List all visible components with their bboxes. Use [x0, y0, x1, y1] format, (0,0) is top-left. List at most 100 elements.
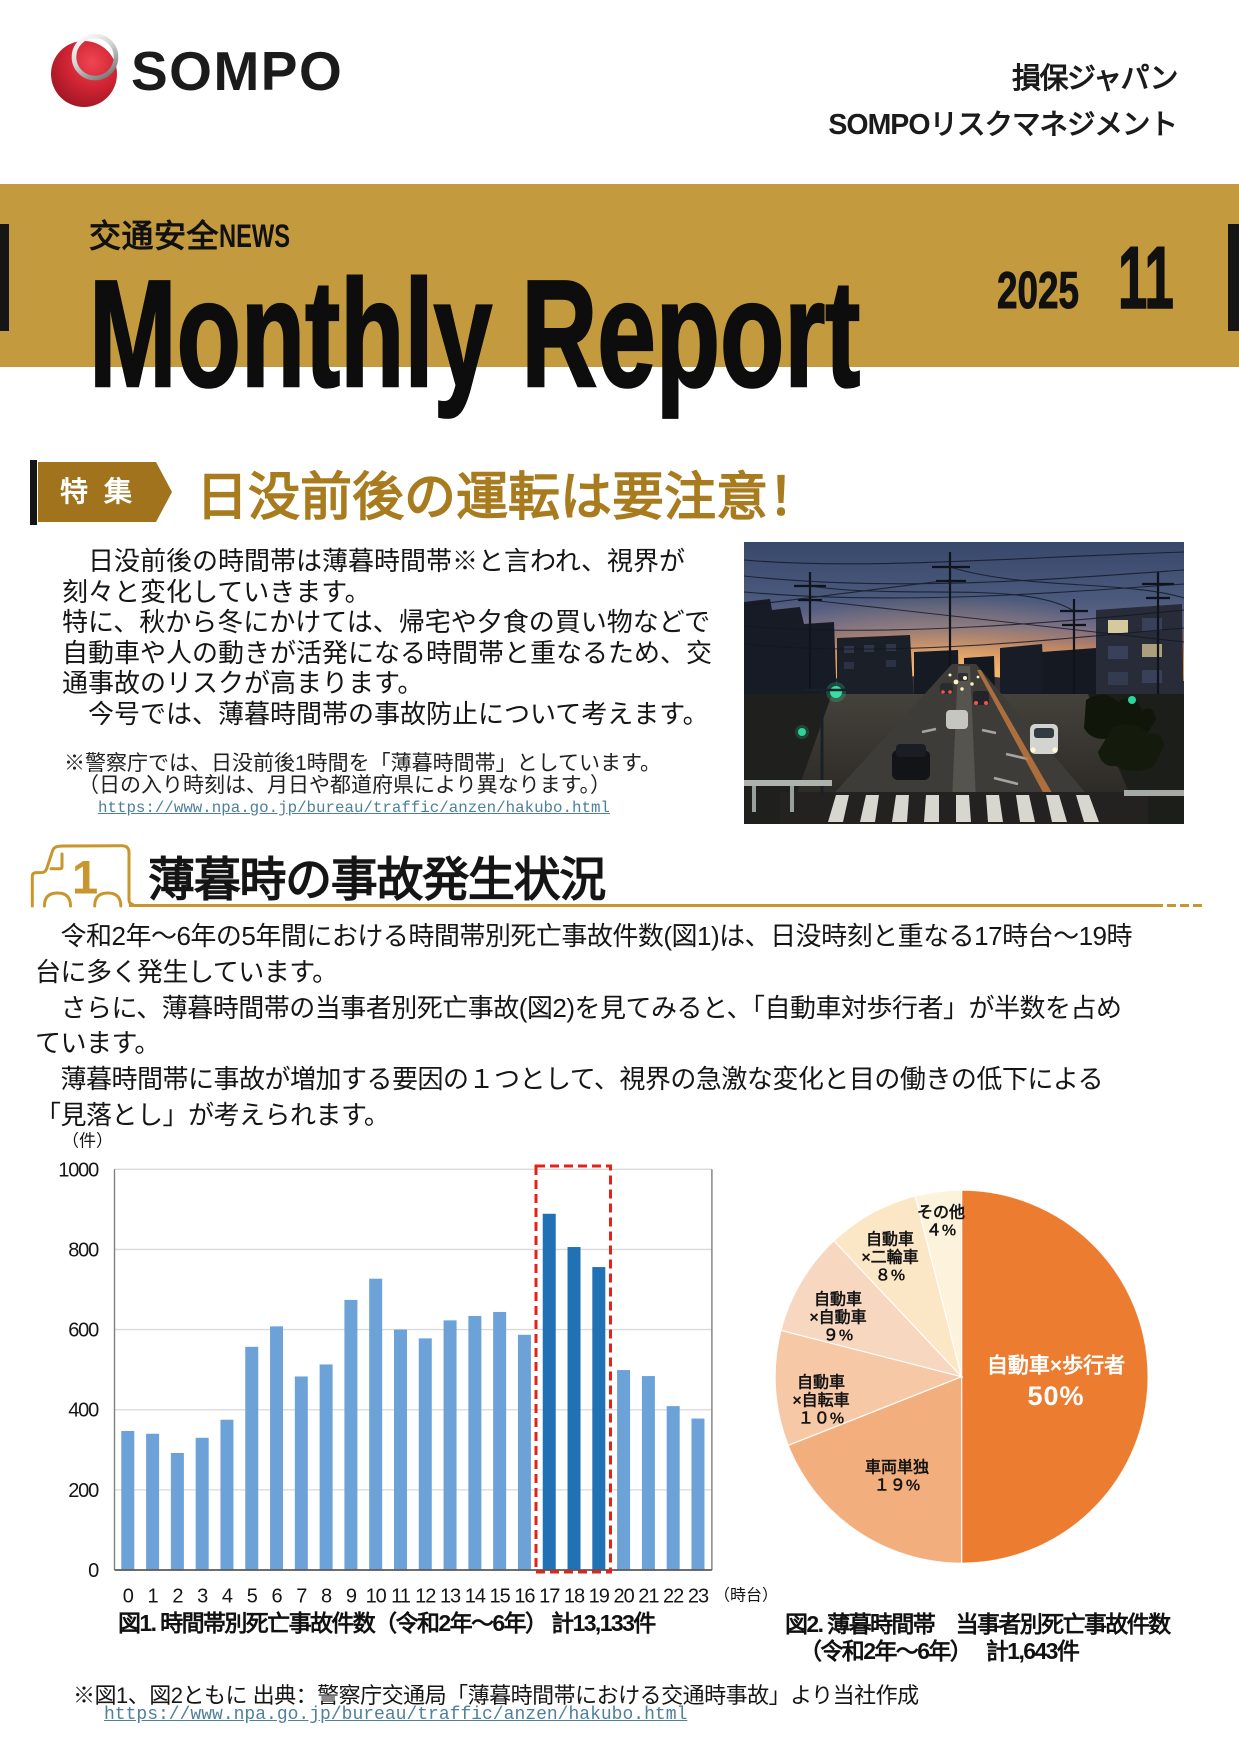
dusk-street-photo-path — [1042, 648, 1096, 708]
figure1-bar-chart-text: 0 — [88, 1560, 99, 1582]
dusk-street-photo-path — [956, 795, 971, 822]
bar-23 — [691, 1418, 705, 1570]
bar-13 — [443, 1320, 457, 1570]
figure1-bar-chart-text: （件） — [62, 1132, 113, 1151]
dusk-street-photo-rect — [1124, 790, 1184, 796]
dusk-street-photo-circle — [941, 690, 945, 694]
dusk-street-photo-path — [744, 694, 832, 824]
bar-1 — [146, 1433, 160, 1570]
dusk-street-photo-rect — [1108, 620, 1128, 633]
dusk-street-photo-rect — [892, 750, 930, 780]
dusk-street-photo-path — [744, 609, 1184, 631]
figure2-pie-chart-text: ８% — [875, 1268, 905, 1285]
dusk-street-photo-path — [1046, 795, 1067, 822]
highlight-box — [534, 1164, 612, 1574]
section1-truck-icon: 1 — [30, 844, 135, 908]
bar-11 — [393, 1329, 407, 1570]
pie-slice-4 — [833, 1195, 963, 1378]
feature-badge-bar — [30, 460, 37, 525]
bar-4 — [220, 1419, 234, 1570]
figure2-pie-chart-text: ×二輪車 — [861, 1248, 918, 1267]
figure1-bar-chart-text: 800 — [68, 1239, 99, 1261]
figure1-bar-chart-text: 7 — [296, 1586, 307, 1608]
figure1-bar-chart-text: （時台） — [714, 1586, 778, 1604]
section1-rule-dashes — [1167, 903, 1203, 907]
issue-month: 11 — [1118, 228, 1175, 327]
section1-truck-icon-g — [30, 844, 135, 908]
feature-badge — [38, 462, 172, 522]
logo-wordmark: SOMPO — [131, 40, 344, 102]
figure2-pie-chart-text: 自動車 — [797, 1373, 845, 1392]
figure2-caption-line2: （令和2年～6年） 計1,643件 — [799, 1638, 1080, 1664]
bar-0 — [121, 1430, 135, 1570]
dusk-street-photo-path — [744, 569, 1184, 585]
figure2-pie-chart-text: １９% — [874, 1478, 920, 1495]
dusk-street-photo-rect — [946, 710, 968, 729]
dusk-street-photo-circle — [976, 675, 980, 679]
dusk-street-photo-path — [1016, 795, 1035, 822]
figure1-bar-chart-text: 1000 — [58, 1159, 99, 1181]
bar-19 — [592, 1267, 606, 1570]
issue-year: 2025 — [997, 262, 1080, 320]
source-link[interactable]: https://www.npa.go.jp/bureau/traffic/anz… — [104, 1705, 688, 1725]
bar-14 — [468, 1315, 482, 1570]
figure1-bar-chart-text: 13 — [440, 1586, 461, 1608]
dusk-street-photo-path — [744, 551, 1184, 565]
figure1-bar-chart-text: 3 — [197, 1586, 208, 1608]
dusk-street-photo-rect — [752, 786, 756, 812]
dusk-street-photo-circle — [826, 682, 846, 702]
figure1-bar-chart-text: 600 — [68, 1320, 99, 1342]
feature-title: 日没前後の運転は要注意！ — [196, 469, 821, 527]
feature-paragraph: 日没前後の時間帯は薄暮時間帯※と言われ、視界が 刻々と変化していきます。 特に、… — [62, 546, 713, 729]
bar-15 — [493, 1311, 507, 1570]
dusk-street-photo-path — [892, 795, 909, 822]
dusk-street-photo-rect — [844, 662, 854, 669]
dusk-street-photo-path — [951, 666, 977, 824]
dusk-street-photo-path — [924, 795, 939, 822]
feature-note-link[interactable]: https://www.npa.go.jp/bureau/traffic/anz… — [98, 799, 610, 817]
figure1-bar-chart-text: 6 — [271, 1586, 282, 1608]
dusk-street-photo-path — [809, 599, 1184, 643]
dusk-street-photo-rect — [790, 786, 794, 812]
feature-note-line1: ※警察庁では、日没前後1時間を「薄暮時間帯」としています。 — [64, 752, 661, 775]
title-banner — [0, 184, 1239, 367]
dusk-street-photo-rect — [886, 644, 896, 651]
dusk-street-photo-circle — [1052, 747, 1058, 753]
pie-slice-5 — [914, 1189, 963, 1377]
figure2-pie-chart-text: 自動車 — [866, 1230, 914, 1249]
dusk-street-photo-circle — [798, 728, 806, 736]
sompo-logo-icon — [51, 33, 119, 107]
figure2-caption: 図2. 薄暮時間帯 当事者別死亡事故件数 （令和2年～6年） 計1,643件 — [785, 1611, 1171, 1665]
dusk-street-photo-circle — [974, 701, 978, 705]
dusk-street-photo-g — [744, 551, 1184, 650]
pie-slice-3 — [780, 1239, 964, 1378]
figure1-bar-chart-text: 0 — [123, 1586, 134, 1608]
pie-slice-1 — [787, 1375, 963, 1564]
newsletter-title: Monthly Report — [88, 249, 861, 419]
dusk-street-photo-circle — [948, 690, 952, 694]
figure2-pie-chart-text: ９% — [823, 1328, 853, 1345]
company-name-2: SOMPOリスクマネジメント — [828, 109, 1178, 141]
figure1-bar-chart-text: 18 — [564, 1586, 585, 1608]
bar-20 — [617, 1370, 631, 1570]
bar-21 — [641, 1376, 655, 1570]
figure1-bar-chart-text: 1 — [148, 1586, 159, 1608]
bar-17 — [542, 1213, 556, 1570]
dusk-street-photo-path — [986, 795, 1003, 822]
figure1-bar-chart-text: 21 — [638, 1586, 659, 1608]
bar-8 — [319, 1364, 333, 1570]
dusk-street-photo-circle — [1030, 747, 1036, 753]
figure1-bar-chart-text: 14 — [465, 1586, 486, 1608]
figure1-bar-chart-text: 16 — [514, 1586, 535, 1608]
dusk-street-photo-circle — [960, 687, 964, 691]
company-name-1: 損保ジャパン — [1011, 63, 1179, 95]
dusk-street-photo-circle — [984, 701, 988, 705]
newsletter-kicker: 交通安全NEWS — [89, 218, 291, 254]
dusk-street-photo-path — [837, 635, 914, 704]
dusk-street-photo-path — [993, 776, 1019, 786]
figure2-pie-chart-text: 車両単独 — [865, 1458, 929, 1477]
dusk-street-photo-circle — [795, 725, 809, 739]
dusk-street-photo-g — [828, 795, 1099, 822]
section1-rule — [129, 903, 1163, 907]
